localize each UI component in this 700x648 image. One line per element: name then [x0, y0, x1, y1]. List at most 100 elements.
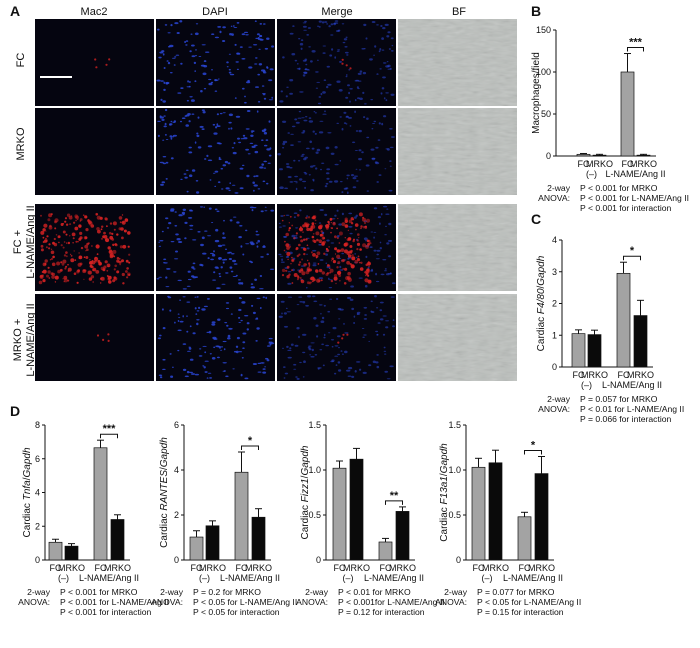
micrograph-mac2-mrko-lname	[35, 294, 154, 381]
category-label-mrko: MRKO	[199, 563, 226, 573]
y-tick-label: 4	[552, 235, 557, 245]
significance-marker: *	[630, 245, 635, 257]
stats-prefix-line2: ANOVA:	[18, 597, 50, 607]
category-label-mrko: MRKO	[586, 159, 613, 169]
bar-mrko-control	[64, 545, 79, 561]
y-tick-label: 0	[546, 151, 551, 161]
group-label-lname-angii: L-NAME/Ang II	[79, 573, 139, 583]
bar-mrko-lname-angii	[110, 519, 125, 561]
bar-fc-lname-angii	[517, 516, 532, 561]
column-header-dapi: DAPI	[202, 6, 228, 18]
significance-marker: **	[390, 490, 399, 502]
category-label-fc: FC	[380, 563, 392, 573]
category-label-mrko: MRKO	[389, 563, 416, 573]
stats-line: P = 0.057 for MRKO	[580, 394, 658, 404]
y-tick-label: 100	[536, 67, 551, 77]
group-label-control: (–)	[199, 573, 210, 583]
group-label-control: (–)	[58, 573, 69, 583]
micrograph-bf-mrko-lname	[398, 294, 517, 381]
micrograph-merge-mrko	[277, 108, 396, 195]
micrograph-bf-fc-lname	[398, 204, 517, 291]
stats-line: P < 0.001for L-NAME/Ang II	[338, 597, 445, 607]
row-header-fc-lname: FC +L-NAME/Ang II	[12, 205, 37, 278]
y-tick-label: 1.0	[308, 465, 321, 475]
micrograph-dapi-mrko-lname	[156, 294, 275, 381]
y-tick-label: 0.5	[448, 510, 461, 520]
bar-fc-lname-angii	[234, 471, 249, 561]
bar-fc-control	[576, 153, 591, 157]
panel-letter-a: A	[10, 3, 20, 19]
stats-prefix-line1: 2-way	[547, 183, 571, 193]
stats-prefix-line1: 2-way	[547, 394, 571, 404]
category-label-fc: FC	[519, 563, 531, 573]
group-label-control: (–)	[586, 169, 597, 179]
category-label-fc: FC	[578, 159, 590, 169]
category-label-mrko: MRKO	[627, 370, 654, 380]
micrograph-merge-mrko-lname	[277, 294, 396, 381]
row-header-mrko-lname: MRKO +L-NAME/Ang II	[12, 303, 37, 376]
y-axis-label: Cardiac F13a1/Gapdh	[439, 443, 450, 542]
micrograph-merge-fc-lname	[277, 204, 396, 291]
significance-bracket	[524, 450, 542, 455]
y-tick-label: 6	[174, 420, 179, 430]
y-tick-label: 0	[316, 555, 321, 565]
column-header-bf: BF	[452, 6, 466, 18]
significance-marker: ***	[629, 37, 643, 49]
bar-fc-lname-angii	[93, 447, 108, 561]
y-tick-label: 1.0	[448, 465, 461, 475]
group-label-lname-angii: L-NAME/Ang II	[503, 573, 563, 583]
stats-prefix-line2: ANOVA:	[296, 597, 328, 607]
y-axis-label: Cardiac RANTES/Gapdh	[159, 437, 170, 548]
stats-prefix-line2: ANOVA:	[538, 404, 570, 414]
y-tick-label: 0	[174, 555, 179, 565]
category-label-fc: FC	[191, 563, 203, 573]
category-label-fc: FC	[95, 563, 107, 573]
y-tick-label: 6	[35, 454, 40, 464]
group-label-control: (–)	[581, 380, 592, 390]
column-header-mac2: Mac2	[81, 6, 108, 18]
stats-line: P = 0.066 for interaction	[580, 414, 672, 424]
micrograph-merge-fc	[277, 19, 396, 106]
category-label-mrko: MRKO	[343, 563, 370, 573]
y-axis-label: Macrophages/field	[531, 52, 542, 134]
category-label-fc: FC	[618, 370, 630, 380]
bar-fc-lname-angii	[616, 272, 631, 368]
y-axis-label: Cardiac Fizz1/Gapdh	[300, 445, 311, 539]
y-tick-label: 8	[35, 420, 40, 430]
bar-mrko-lname-angii	[633, 315, 648, 368]
group-label-control: (–)	[343, 573, 354, 583]
bar-fc-control	[189, 536, 204, 561]
bar-fc-control	[471, 466, 486, 561]
stats-prefix-line2: ANOVA:	[151, 597, 183, 607]
category-label-mrko: MRKO	[482, 563, 509, 573]
row-header-mrko: MRKO	[15, 127, 27, 160]
group-label-lname-angii: L-NAME/Ang II	[602, 380, 662, 390]
y-axis-label: Cardiac Tnfa/Gapdh	[22, 447, 33, 538]
y-tick-label: 1.5	[308, 420, 321, 430]
y-tick-label: 0	[456, 555, 461, 565]
row-header-fc: FC	[15, 53, 27, 68]
stats-prefix-line1: 2-way	[444, 587, 468, 597]
y-tick-label: 150	[536, 25, 551, 35]
significance-bracket	[623, 255, 641, 261]
micrograph-dapi-mrko	[156, 108, 275, 195]
stats-prefix-line1: 2-way	[27, 587, 51, 597]
group-label-control: (–)	[482, 573, 493, 583]
y-tick-label: 0.5	[308, 510, 321, 520]
y-tick-label: 4	[174, 465, 179, 475]
y-tick-label: 4	[35, 488, 40, 498]
category-label-fc: FC	[334, 563, 346, 573]
category-label-fc: FC	[622, 159, 634, 169]
category-label-fc: FC	[573, 370, 585, 380]
bar-mrko-control	[587, 334, 602, 368]
bar-fc-lname-angii	[378, 541, 393, 561]
stats-line: P = 0.15 for interaction	[477, 607, 564, 617]
y-tick-label: 2	[552, 299, 557, 309]
micrograph-mac2-fc	[35, 19, 154, 106]
panel-letter-c: C	[531, 211, 541, 227]
stats-line: P < 0.01 for L-NAME/Ang II	[580, 404, 684, 414]
